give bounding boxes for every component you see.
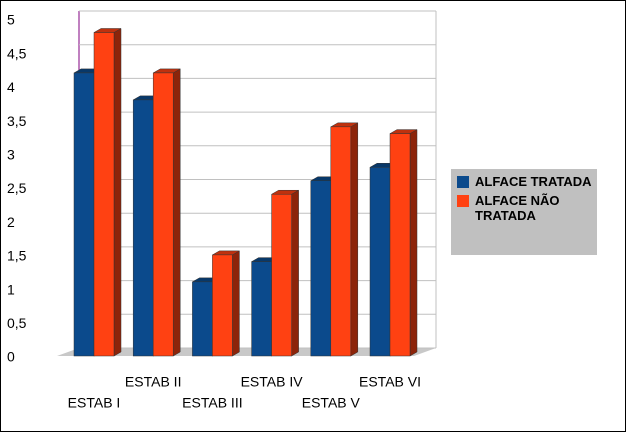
bar bbox=[271, 193, 292, 357]
bar bbox=[310, 180, 332, 357]
bar bbox=[369, 167, 391, 357]
y-tick-label: 1 bbox=[7, 281, 15, 297]
bar-side bbox=[113, 28, 122, 357]
y-tick-label: 0,5 bbox=[7, 315, 27, 331]
legend-item: ALFACE TRATADA bbox=[455, 174, 593, 189]
y-tick-label: 2,5 bbox=[7, 180, 27, 196]
legend: ALFACE TRATADA ALFACE NÃO TRATADA bbox=[451, 169, 597, 255]
bar bbox=[192, 281, 213, 357]
bar-side bbox=[350, 122, 359, 357]
bar bbox=[93, 32, 115, 357]
x-tick-label: ESTAB III bbox=[182, 395, 242, 411]
y-tick-label: 4 bbox=[7, 79, 15, 95]
x-tick-label: ESTAB II bbox=[125, 374, 182, 390]
bar bbox=[152, 72, 174, 357]
y-tick-label: 4,5 bbox=[7, 45, 27, 61]
y-tick-label: 3,5 bbox=[7, 113, 27, 129]
y-tick-label: 2 bbox=[7, 214, 15, 230]
x-tick-label: ESTAB I bbox=[68, 395, 121, 411]
y-tick-label: 1,5 bbox=[7, 248, 27, 264]
x-tick-label: ESTAB V bbox=[302, 395, 361, 411]
x-tick-label: ESTAB VI bbox=[359, 374, 421, 390]
bar bbox=[132, 99, 154, 357]
bar bbox=[251, 261, 272, 357]
y-tick-label: 5 bbox=[7, 12, 15, 28]
legend-swatch bbox=[457, 176, 469, 188]
bar bbox=[212, 254, 233, 357]
bar-side bbox=[172, 68, 181, 357]
bar bbox=[330, 126, 352, 357]
legend-label: ALFACE TRATADA bbox=[475, 174, 592, 189]
legend-label: ALFACE NÃO TRATADA bbox=[475, 193, 560, 223]
bar-side bbox=[291, 189, 299, 357]
bar bbox=[389, 133, 411, 357]
legend-item: ALFACE NÃO TRATADA bbox=[455, 193, 593, 223]
bar bbox=[73, 72, 95, 357]
bar-side bbox=[232, 250, 240, 357]
y-tick-label: 3 bbox=[7, 147, 15, 163]
bar-side bbox=[409, 129, 418, 357]
y-tick-label: 0 bbox=[7, 349, 15, 365]
legend-swatch bbox=[457, 195, 469, 207]
x-tick-label: ESTAB IV bbox=[241, 374, 304, 390]
